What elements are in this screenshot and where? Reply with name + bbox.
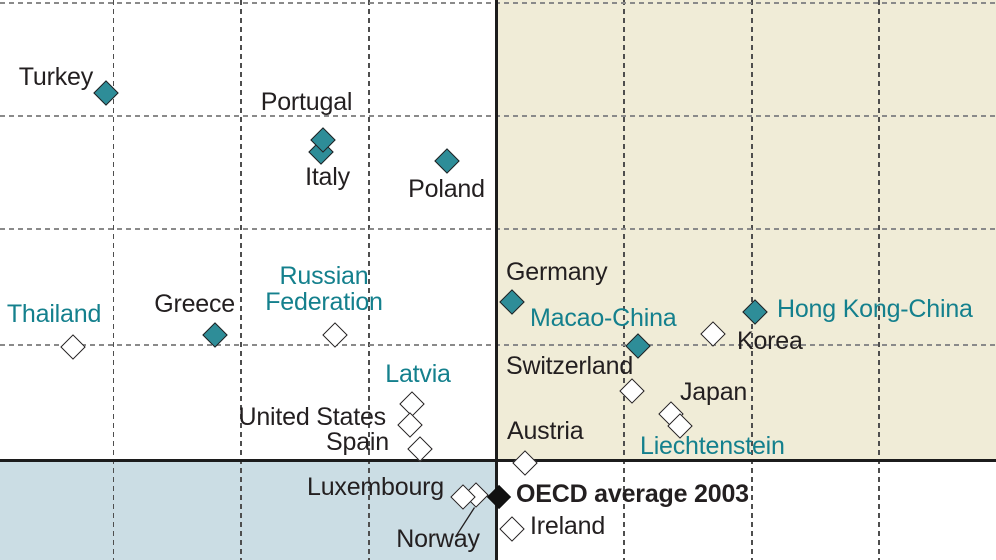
gridline-vertical-5 [751, 0, 753, 560]
gridline-horizontal-2 [0, 115, 996, 117]
gridline-horizontal-3 [0, 228, 996, 230]
label-korea: Korea [737, 327, 803, 355]
label-italy: Italy [305, 163, 350, 191]
label-luxembourg: Luxembourg [307, 473, 444, 501]
label-oecd-average-2003: OECD average 2003 [516, 480, 749, 508]
label-thailand: Thailand [6, 300, 102, 328]
label-portugal: Portugal [260, 88, 353, 116]
gridline-horizontal-4 [0, 344, 996, 346]
label-spain: Spain [326, 428, 389, 456]
gridline-vertical-3 [368, 0, 370, 560]
label-ireland: Ireland [530, 512, 606, 540]
gridline-vertical-1 [112, 0, 115, 560]
quadrant-bottom-left [0, 460, 497, 560]
label-turkey: Turkey [18, 63, 93, 91]
label-latvia: Latvia [385, 360, 451, 388]
gridline-horizontal-1 [0, 2, 996, 4]
gridline-vertical-6 [878, 0, 880, 560]
label-austria: Austria [507, 417, 584, 445]
label-japan: Japan [680, 378, 748, 406]
label-macao-china: Macao-China [530, 304, 677, 332]
label-hong-kong-china: Hong Kong-China [777, 295, 973, 323]
norway-leader-line [454, 507, 476, 538]
label-united-states: United States [238, 403, 387, 431]
label-poland: Poland [408, 175, 485, 203]
quadrant-top-right [497, 0, 996, 460]
label-russian-federation: Russian Federation [265, 262, 383, 316]
label-greece: Greece [154, 290, 235, 318]
label-switzerland: Switzerland [506, 352, 634, 380]
average-line-vertical [495, 0, 498, 560]
label-germany: Germany [506, 258, 608, 286]
gridline-vertical-2 [240, 0, 242, 560]
average-line-horizontal [0, 459, 996, 462]
label-norway: Norway [396, 525, 480, 553]
label-liechtenstein: Liechtenstein [640, 432, 785, 460]
gridline-vertical-4 [623, 0, 625, 560]
